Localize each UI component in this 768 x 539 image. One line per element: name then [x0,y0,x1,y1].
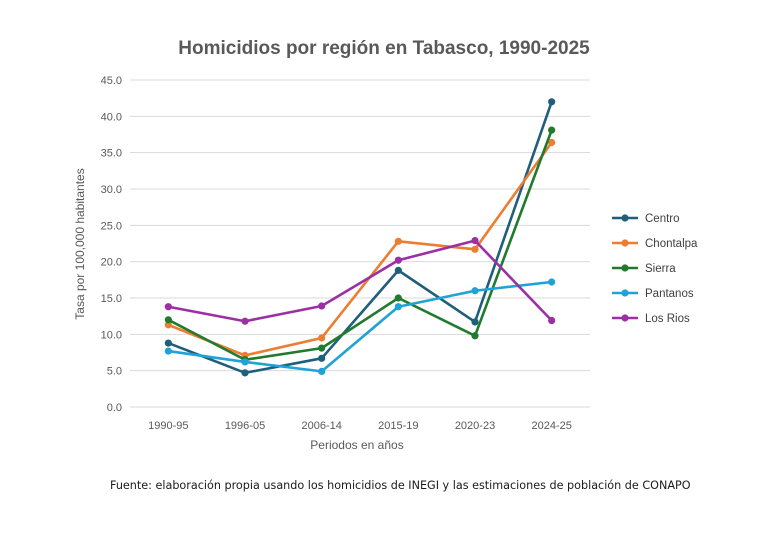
data-point-sierra [164,316,172,324]
data-point-pantanos [471,287,479,295]
data-point-chontalpa [394,237,402,245]
legend-label-chontalpa: Chontalpa [645,238,698,250]
data-point-sierra [471,332,479,340]
data-point-centro [241,369,249,377]
data-point-chontalpa [471,245,479,253]
legend-label-los-rios: Los Rios [645,313,690,325]
data-point-sierra [394,294,402,302]
legend-marker-centro [621,214,629,222]
legend-label-sierra: Sierra [645,263,676,275]
legend-marker-sierra [621,264,629,272]
gridlines [130,79,590,408]
x-axis-title: Periodos en años [310,438,403,452]
data-point-pantanos [548,278,556,286]
data-point-los-rios [318,302,326,310]
legend-marker-pantanos [621,289,629,297]
y-tick-label: 20.0 [101,257,122,269]
data-point-sierra [548,126,556,134]
series-line-pantanos [168,280,552,373]
y-tick-label: 35.0 [101,148,122,160]
data-point-centro [548,98,556,106]
series-lines [164,98,556,377]
data-point-centro [471,318,479,326]
data-point-sierra [318,344,326,352]
y-tick-label: 0.0 [107,402,122,414]
legend-marker-los-rios [621,314,629,322]
data-point-los-rios [471,236,479,245]
data-point-chontalpa [164,321,172,329]
data-point-pantanos [394,303,402,311]
y-axis-ticks: 0.0 5.0 10.0 15.0 20.0 25.0 30.0 35.0 40.0 45.0 [101,75,122,414]
data-point-los-rios [241,317,249,325]
legend-marker-chontalpa [621,239,629,247]
data-point-los-rios [394,256,402,264]
y-tick-label: 30.0 [101,184,122,196]
chart-title: Homicidios por región en Tabasco, 1990-2… [178,38,590,59]
x-tick-label: 2024-25 [531,420,571,432]
y-axis-title: Tasa por 100,000 habitantes [73,168,87,319]
data-point-los-rios [164,303,172,311]
data-point-pantanos [318,367,326,375]
data-point-los-rios [548,316,556,325]
data-point-chontalpa [548,138,556,147]
data-point-chontalpa [318,334,326,342]
data-point-centro [164,339,172,347]
source-note: Fuente: elaboración propia usando los ho… [110,479,691,492]
series-line-los-rios [168,239,553,323]
legend: Centro Chontalpa Sierra Pantanos Los Rios [612,213,698,325]
legend-label-centro: Centro [645,213,680,225]
x-tick-label: 2006-14 [301,420,341,432]
data-point-centro [394,266,402,274]
data-point-pantanos [241,358,249,366]
y-tick-label: 25.0 [101,220,122,232]
series-line-sierra [167,129,553,362]
series-line-centro [167,101,553,375]
data-point-centro [318,354,326,362]
x-tick-label: 1996-05 [225,420,265,432]
y-tick-label: 45.0 [101,75,122,87]
y-tick-label: 40.0 [101,111,122,123]
y-tick-label: 5.0 [107,366,122,378]
y-tick-label: 10.0 [101,329,122,341]
legend-label-pantanos: Pantanos [645,288,694,300]
y-tick-label: 15.0 [101,293,122,305]
data-point-pantanos [164,347,172,355]
x-axis-ticks: 1990-95 1996-05 2006-14 2015-19 2020-23 2024-… [148,420,572,432]
x-tick-label: 2015-19 [378,420,418,432]
series-line-chontalpa [167,141,553,357]
x-tick-label: 1990-95 [148,420,188,432]
x-tick-label: 2020-23 [455,420,495,432]
